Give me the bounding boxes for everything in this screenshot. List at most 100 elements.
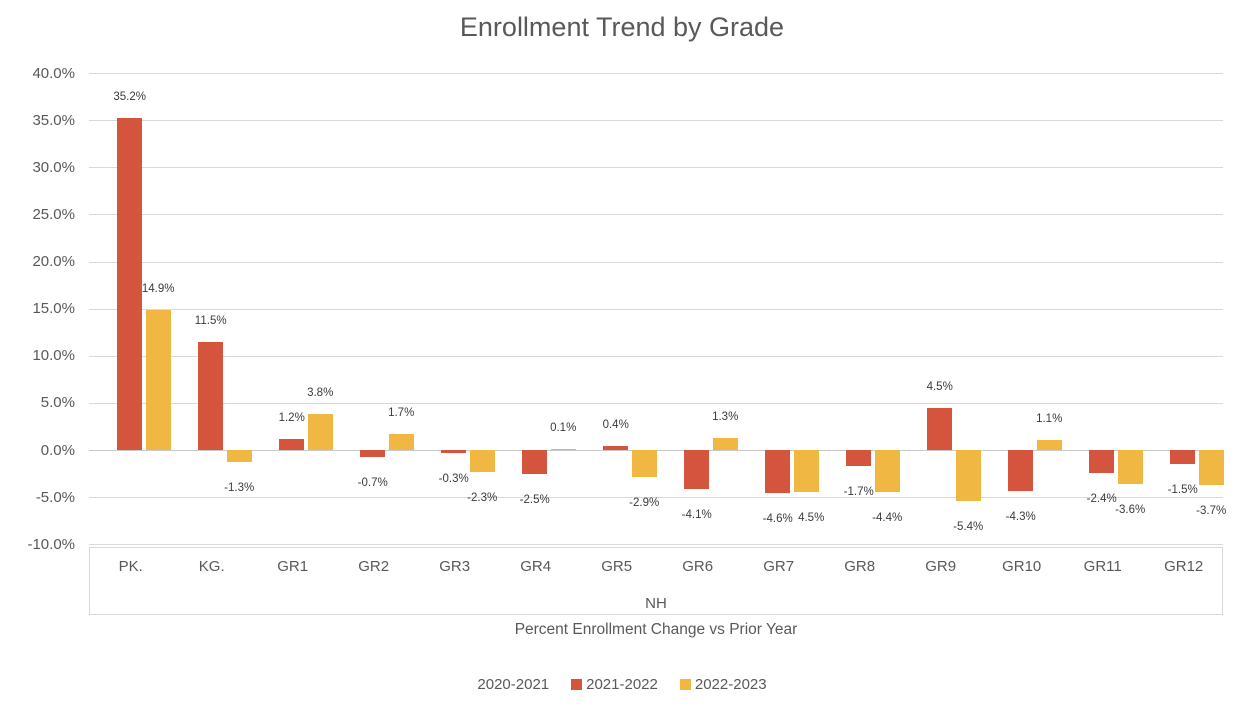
bar-2022-2023-KG: [226, 450, 252, 463]
gridline-40.0%: [89, 73, 1223, 74]
category-label-gr12: GR12: [1164, 558, 1204, 575]
gridline-35.0%: [89, 120, 1223, 122]
data-label-2021-2022-GR1: 1.2%: [278, 411, 305, 424]
y-tick-label: 20.0%: [32, 253, 75, 271]
data-label-2021-2022-GR10: -4.3%: [1005, 510, 1036, 523]
legend-item-2022-2023: 2022-2023: [679, 676, 767, 693]
bar-2021-2022-GR7: [765, 450, 791, 494]
gridline-10.0%: [89, 355, 1223, 357]
bar-2022-2023-GR6: [712, 437, 738, 451]
category-label-gr6: GR6: [682, 558, 714, 575]
legend-label-2021-2022: 2021-2022: [586, 676, 658, 693]
y-tick-label: 25.0%: [32, 205, 75, 223]
category-label-gr3: GR3: [439, 558, 471, 575]
gridline-25.0%: [89, 214, 1223, 216]
bar-2022-2023-GR12: [1198, 450, 1224, 485]
category-label-gr4: GR4: [520, 558, 552, 575]
category-label-kg: KG.: [198, 558, 225, 575]
data-label-2022-2023-GR12: -3.7%: [1196, 504, 1227, 517]
bar-2021-2022-GR2: [360, 450, 386, 457]
bar-2022-2023-GR4: [550, 449, 576, 451]
category-label-gr1: GR1: [277, 558, 309, 575]
legend: 2020-2021 2021-2022 2022-2023: [0, 676, 1244, 693]
category-label-gr2: GR2: [358, 558, 390, 575]
gridline-5.0%: [89, 402, 1223, 404]
axis-group-label: NH: [645, 595, 667, 612]
y-tick-label: 5.0%: [40, 394, 75, 412]
data-label-2021-2022-KG: 11.5%: [194, 314, 227, 327]
legend-item-2020-2021: 2020-2021: [477, 676, 549, 693]
data-label-2022-2023-KG: -1.3%: [224, 482, 255, 495]
data-label-2022-2023-GR10: 1.1%: [1036, 412, 1063, 425]
gridline--5.0%: [89, 497, 1223, 499]
category-label-gr9: GR9: [925, 558, 957, 575]
bar-2021-2022-GR4: [522, 450, 548, 474]
data-label-2021-2022-GR6: -4.1%: [681, 508, 712, 521]
bar-2022-2023-GR8: [874, 450, 900, 492]
bar-2021-2022-GR12: [1170, 450, 1196, 465]
data-label-2021-2022-GR2: -0.7%: [357, 476, 388, 489]
y-tick-label: 30.0%: [32, 158, 75, 176]
gridline-15.0%: [89, 308, 1223, 310]
legend-swatch-2022-2023: [679, 679, 691, 690]
bar-2022-2023-GR5: [631, 450, 657, 478]
bar-2022-2023-GR10: [1036, 439, 1062, 451]
data-label-2022-2023-PK: 14.9%: [141, 282, 175, 295]
category-label-gr8: GR8: [844, 558, 876, 575]
legend-item-2021-2022: 2021-2022: [571, 676, 658, 693]
bar-2021-2022-GR10: [1008, 450, 1034, 491]
y-tick-label: 10.0%: [32, 347, 75, 365]
data-label-2021-2022-GR9: 4.5%: [926, 380, 953, 393]
data-label-2022-2023-GR9: -5.4%: [953, 520, 984, 533]
bar-2022-2023-GR7: [793, 450, 819, 493]
chart-title: Enrollment Trend by Grade: [459, 12, 785, 42]
data-label-2021-2022-GR3: -0.3%: [438, 472, 469, 485]
bar-2021-2022-GR11: [1089, 450, 1115, 473]
data-label-2021-2022-GR7: -4.6%: [762, 513, 793, 526]
gridline--10.0%: [89, 544, 1223, 546]
bar-2021-2022-GR1: [279, 438, 305, 451]
bar-2022-2023-GR1: [307, 414, 333, 451]
category-label-gr5: GR5: [601, 558, 633, 575]
data-label-2022-2023-GR7: 4.5%: [798, 512, 825, 525]
bar-2022-2023-GR11: [1117, 450, 1143, 484]
bar-2021-2022-GR8: [846, 450, 872, 467]
data-label-2022-2023-GR8: -4.4%: [872, 511, 903, 524]
x-axis-title: Percent Enrollment Change vs Prior Year: [514, 621, 798, 638]
data-label-2021-2022-PK: 35.2%: [113, 91, 146, 104]
category-label-gr10: GR10: [1002, 558, 1042, 575]
bar-2021-2022-KG: [198, 341, 224, 451]
y-tick-label: -10.0%: [27, 535, 75, 553]
data-label-2022-2023-GR4: 0.1%: [550, 422, 577, 435]
y-tick-label: 35.0%: [32, 111, 75, 129]
bar-2022-2023-GR3: [469, 450, 495, 472]
bar-2022-2023-GR9: [955, 450, 981, 501]
data-label-2022-2023-GR2: 1.7%: [388, 407, 415, 420]
category-label-pk: PK.: [118, 558, 143, 575]
y-tick-label: -5.0%: [35, 488, 75, 506]
y-tick-label: 40.0%: [32, 64, 75, 82]
bar-2021-2022-GR5: [603, 446, 629, 451]
data-label-2022-2023-GR3: -2.3%: [467, 491, 498, 504]
category-label-gr7: GR7: [763, 558, 795, 575]
gridline-20.0%: [89, 261, 1223, 263]
bar-2021-2022-GR6: [684, 450, 710, 489]
legend-label-2022-2023: 2022-2023: [694, 676, 767, 693]
y-tick-label: 15.0%: [32, 300, 75, 318]
data-label-2021-2022-GR12: -1.5%: [1167, 484, 1198, 497]
data-label-2021-2022-GR8: -1.7%: [843, 486, 874, 499]
legend-label-2020-2021: 2020-2021: [477, 676, 550, 693]
bar-2021-2022-PK: [117, 118, 143, 451]
data-label-2022-2023-GR5: -2.9%: [629, 497, 660, 510]
legend-swatch-2021-2022: [571, 679, 583, 690]
bar-2021-2022-GR3: [441, 450, 467, 453]
y-tick-label: 0.0%: [40, 441, 75, 459]
data-label-2022-2023-GR11: -3.6%: [1115, 503, 1146, 516]
data-label-2021-2022-GR11: -2.4%: [1086, 492, 1117, 505]
bar-2021-2022-GR9: [927, 407, 953, 451]
data-label-2022-2023-GR1: 3.8%: [307, 387, 334, 400]
data-label-2021-2022-GR4: -2.5%: [519, 493, 550, 506]
category-axis-box: NH PK. KG. GR1 GR2 GR3 GR4 GR5 GR6 GR7 GR8 GR9 GR10…: [89, 547, 1223, 615]
bar-2022-2023-GR2: [388, 434, 414, 451]
